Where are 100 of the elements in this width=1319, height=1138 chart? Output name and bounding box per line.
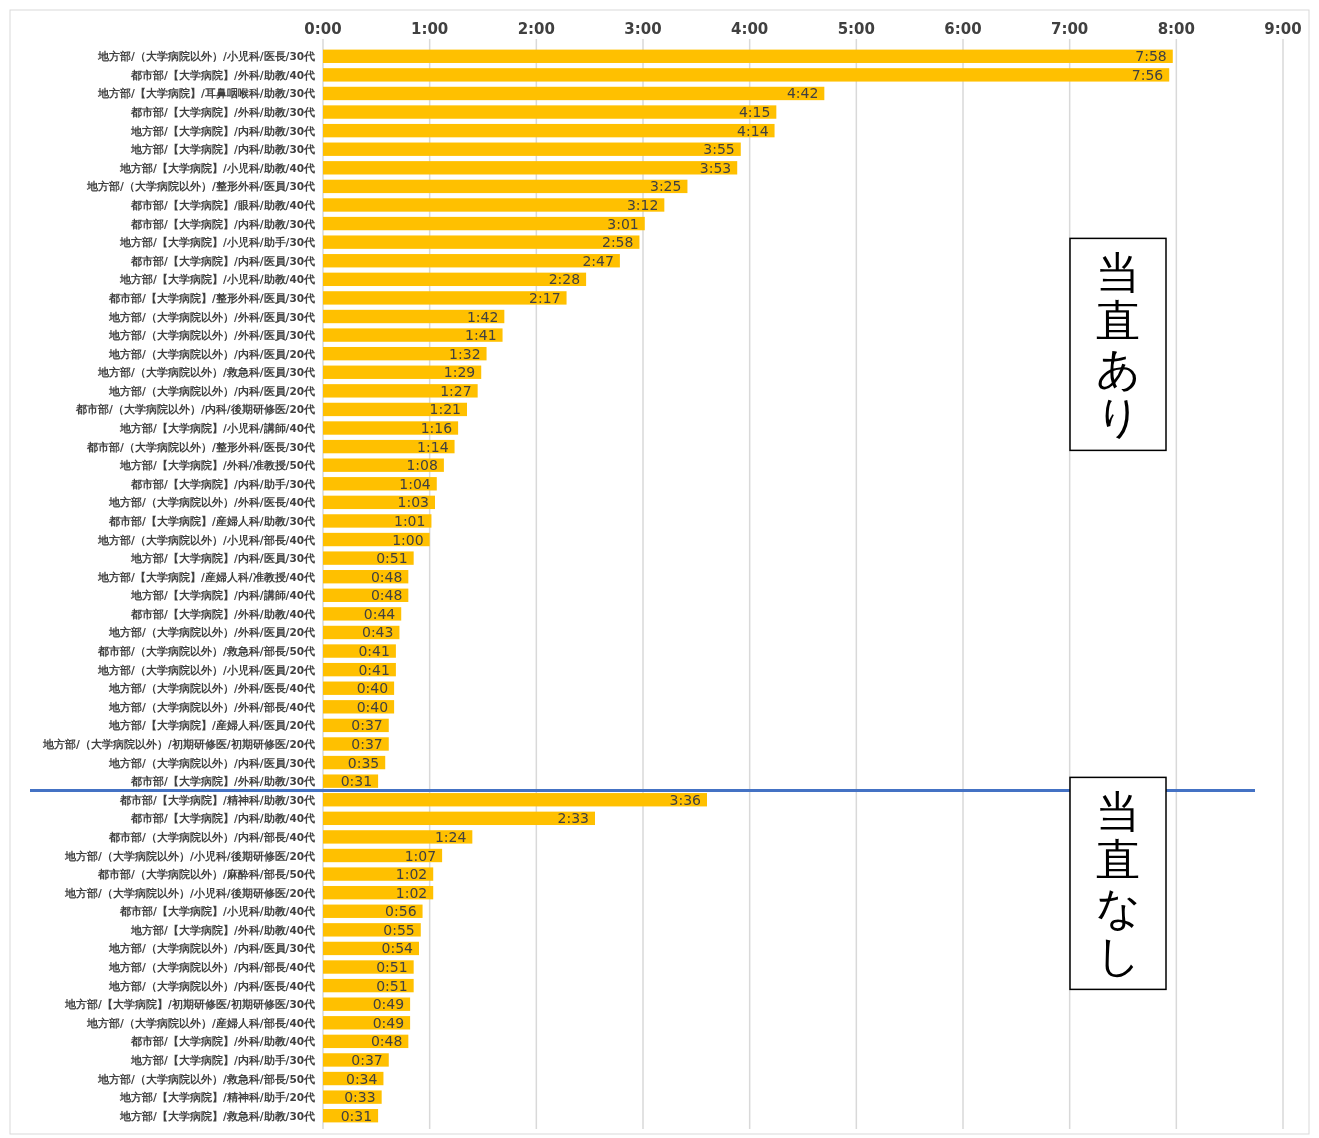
y-tick-label: 地方部/【大学病院】/小児科/助教/40代 <box>119 161 315 174</box>
data-label: 1:32 <box>449 345 481 362</box>
data-label: 0:43 <box>361 624 394 641</box>
y-tick-label: 都市部/（大学病院以外）/整形外科/医長/30代 <box>86 440 315 454</box>
data-label: 4:15 <box>738 104 771 121</box>
data-label: 0:35 <box>347 754 380 771</box>
data-label: 1:24 <box>434 828 467 845</box>
y-tick-label: 都市部/【大学病院】/眼科/助教/40代 <box>130 198 315 211</box>
y-tick-label: 都市部/【大学病院】/内科/助手/30代 <box>130 477 315 490</box>
y-tick-label: 地方部/（大学病院以外）/外科/医員/20代 <box>108 626 315 640</box>
y-tick-label: 都市部/【大学病院】/小児科/助教/40代 <box>119 905 315 918</box>
x-tick-label: 3:00 <box>624 20 662 38</box>
y-tick-label: 地方部/（大学病院以外）/整形外科/医員/30代 <box>86 180 315 194</box>
y-tick-label: 地方部/【大学病院】/小児科/助手/30代 <box>119 236 315 249</box>
x-tick-label: 5:00 <box>837 20 875 38</box>
y-tick-label: 地方部/【大学病院】/内科/医員/30代 <box>130 552 315 566</box>
y-tick-label: 都市部/【大学病院】/内科/医員/30代 <box>130 254 315 268</box>
data-label: 0:41 <box>358 643 390 660</box>
y-tick-label: 都市部/【大学病院】/外科/助教/40代 <box>130 68 315 81</box>
y-tick-label: 地方部/（大学病院以外）/小児科/医員/20代 <box>97 663 315 677</box>
y-tick-label: 地方部/（大学病院以外）/産婦人科/部長/40代 <box>86 1016 315 1030</box>
data-label: 3:25 <box>649 178 682 195</box>
data-label: 0:34 <box>345 1070 378 1087</box>
y-tick-label: 地方部/（大学病院以外）/外科/医長/40代 <box>108 682 315 696</box>
annotation: 当直なし <box>1095 786 1141 982</box>
data-label: 4:42 <box>786 85 819 102</box>
x-tick-label: 8:00 <box>1157 20 1195 38</box>
y-tick-label: 都市部/【大学病院】/内科/助教/30代 <box>130 217 315 230</box>
y-tick-label: 都市部/【大学病院】/内科/助教/40代 <box>130 812 315 825</box>
y-tick-label: 地方部/【大学病院】/初期研修医/初期研修医/30代 <box>64 998 315 1011</box>
data-label: 0:41 <box>358 661 390 678</box>
x-tick-label: 4:00 <box>731 20 769 38</box>
data-label: 1:16 <box>420 420 453 437</box>
data-label: 0:54 <box>381 940 414 957</box>
data-label: 2:58 <box>601 234 634 251</box>
y-tick-label: 地方部/（大学病院以外）/内科/医員/20代 <box>108 384 315 398</box>
y-tick-label: 都市部/【大学病院】/外科/助教/40代 <box>130 1035 315 1048</box>
data-label: 0:51 <box>376 550 408 567</box>
y-tick-label: 地方部/【大学病院】/救急科/助教/30代 <box>119 1109 315 1122</box>
data-label: 1:42 <box>466 308 499 325</box>
data-label: 0:56 <box>385 903 417 920</box>
data-label: 1:27 <box>440 382 472 399</box>
data-label: 1:03 <box>397 494 429 511</box>
y-tick-label: 地方部/（大学病院以外）/内科/医員/30代 <box>108 942 315 956</box>
x-tick-label: 0:00 <box>304 20 342 38</box>
data-label: 0:40 <box>356 680 389 697</box>
x-tick-label: 2:00 <box>517 20 555 38</box>
data-label: 0:48 <box>370 568 403 585</box>
data-label: 0:37 <box>351 735 383 752</box>
data-label: 3:55 <box>703 141 735 158</box>
y-tick-label: 都市部/【大学病院】/外科/助教/30代 <box>130 106 315 119</box>
annotation: 当直あり <box>1095 247 1141 443</box>
data-label: 0:51 <box>376 977 408 994</box>
y-tick-label: 都市部/【大学病院】/産婦人科/助教/30代 <box>108 514 315 528</box>
y-tick-label: 都市部/（大学病院以外）/救急科/部長/50代 <box>97 645 315 659</box>
y-tick-label: 地方部/（大学病院以外）/救急科/部長/50代 <box>97 1072 315 1086</box>
y-tick-label: 地方部/【大学病院】/産婦人科/准教授/40代 <box>97 570 315 584</box>
y-tick-label: 地方部/【大学病院】/内科/講師/40代 <box>130 589 315 602</box>
y-tick-label: 都市部/（大学病院以外）/内科/部長/40代 <box>108 830 315 844</box>
data-label: 3:01 <box>607 215 639 232</box>
y-tick-label: 地方部/【大学病院】/内科/助教/30代 <box>130 124 315 137</box>
y-tick-label: 地方部/（大学病院以外）/外科/医長/40代 <box>108 496 315 510</box>
data-label: 0:31 <box>340 1107 373 1124</box>
y-tick-label: 地方部/（大学病院以外）/内科/部長/40代 <box>108 961 315 975</box>
y-tick-label: 地方部/（大学病院以外）/小児科/部長/40代 <box>97 533 315 547</box>
y-tick-label: 都市部/【大学病院】/外科/助教/30代 <box>130 775 315 788</box>
y-tick-label: 地方部/【大学病院】/耳鼻咽喉科/助教/30代 <box>97 87 315 100</box>
y-tick-label: 都市部/【大学病院】/外科/助教/40代 <box>130 607 315 620</box>
y-tick-label: 地方部/【大学病院】/外科/助教/40代 <box>130 923 315 936</box>
y-tick-label: 都市部/（大学病院以外）/内科/後期研修医/20代 <box>75 403 315 417</box>
y-tick-label: 地方部/【大学病院】/内科/助教/30代 <box>130 143 315 156</box>
data-label: 1:04 <box>399 475 431 492</box>
y-tick-label: 地方部/（大学病院以外）/小児科/医長/30代 <box>97 50 315 64</box>
data-label: 1:08 <box>406 457 438 474</box>
y-tick-label: 地方部/（大学病院以外）/内科/医員/20代 <box>108 347 315 361</box>
data-label: 1:02 <box>395 884 428 901</box>
data-label: 1:14 <box>417 438 449 455</box>
y-tick-label: 地方部/【大学病院】/外科/准教授/50代 <box>119 459 315 472</box>
data-label: 0:44 <box>363 605 396 622</box>
y-tick-label: 地方部/（大学病院以外）/内科/医員/30代 <box>108 756 315 770</box>
data-label: 1:41 <box>465 327 497 344</box>
data-label: 2:28 <box>548 271 581 288</box>
data-label: 1:21 <box>429 401 461 418</box>
data-label: 2:17 <box>529 289 561 306</box>
y-tick-label: 地方部/（大学病院以外）/小児科/後期研修医/20代 <box>64 886 315 900</box>
data-label: 0:55 <box>383 921 415 938</box>
y-tick-label: 地方部/【大学病院】/小児科/講師/40代 <box>119 422 315 435</box>
data-label: 1:00 <box>392 531 424 548</box>
y-tick-label: 地方部/【大学病院】/内科/助手/30代 <box>130 1053 315 1066</box>
y-tick-label: 地方部/【大学病院】/精神科/助手/20代 <box>119 1091 315 1104</box>
y-tick-label: 地方部/（大学病院以外）/外科/医員/30代 <box>108 329 315 343</box>
data-label: 7:56 <box>1131 66 1164 83</box>
y-tick-label: 地方部/（大学病院以外）/初期研修医/初期研修医/20代 <box>42 737 315 751</box>
data-label: 1:29 <box>443 364 476 381</box>
data-label: 0:49 <box>372 996 405 1013</box>
data-label: 3:12 <box>626 196 659 213</box>
data-label: 0:31 <box>340 773 373 790</box>
y-tick-label: 地方部/（大学病院以外）/小児科/後期研修医/20代 <box>64 849 315 863</box>
y-tick-label: 地方部/【大学病院】/小児科/助教/40代 <box>119 273 315 286</box>
y-tick-label: 地方部/（大学病院以外）/外科/部長/40代 <box>108 700 315 714</box>
